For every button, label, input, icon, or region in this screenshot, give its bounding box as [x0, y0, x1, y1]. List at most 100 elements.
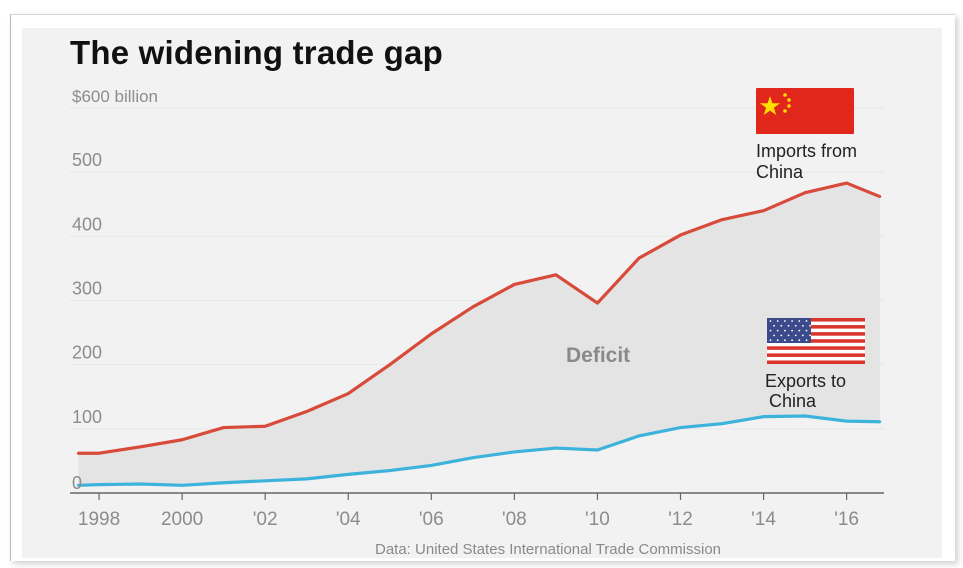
imports-data-point: [139, 445, 143, 449]
flag-stripe: [767, 346, 865, 350]
flag-star: [776, 329, 779, 332]
exports-data-point: [878, 420, 882, 424]
exports-data-point: [180, 483, 184, 487]
tick-labels: 0 100 200 300 400 500 $600 billion 1998 2000 '02 '…: [72, 87, 859, 530]
flag-star: [784, 339, 786, 342]
flag-star: [805, 339, 808, 342]
imports-data-point: [305, 410, 309, 413]
usa-flag-icon: [767, 318, 865, 364]
exports-data-point: [346, 472, 350, 476]
x-tick-label: 2000: [161, 509, 203, 530]
exports-data-point: [305, 477, 309, 481]
imports-data-point: [637, 256, 641, 260]
exports-data-point: [222, 481, 226, 485]
flag-star: [773, 334, 775, 337]
china-flag-icon: [756, 88, 854, 134]
flag-star: [780, 324, 783, 327]
flag-stripe: [767, 339, 865, 343]
x-tick-label: '02: [253, 509, 278, 530]
imports-data-point: [512, 283, 516, 286]
exports-data-point: [803, 414, 807, 418]
flag-stripe: [767, 353, 865, 357]
imports-data-point: [222, 426, 226, 429]
exports-data-point: [97, 483, 101, 487]
flag-stripe: [767, 318, 865, 322]
exports-data-point: [471, 456, 475, 460]
flag-star: [784, 329, 786, 332]
imports-data-point: [346, 392, 350, 395]
imports-data-point: [679, 233, 682, 237]
imports-data-point: [388, 363, 392, 367]
flag-star: [798, 329, 801, 332]
imports-data-point: [803, 191, 807, 195]
imports-data-point: [720, 218, 724, 222]
flag-star: [784, 320, 786, 322]
x-tick-label: 1998: [78, 509, 120, 530]
exports-data-point: [388, 469, 392, 472]
flag-star: [769, 339, 772, 342]
exports-data-point: [637, 434, 641, 438]
data-source-note: Data: United States International Trade …: [375, 541, 722, 558]
y-tick-label: 300: [72, 279, 102, 299]
exports-data-point: [554, 446, 558, 450]
exports-data-point: [762, 415, 765, 419]
chart-title: The widening trade gap: [70, 34, 443, 71]
series-lines: [76, 181, 882, 487]
x-tick-label: '16: [834, 509, 859, 530]
flag-star: [791, 329, 793, 332]
imports-label-line1: Imports from: [756, 141, 857, 161]
flag-star: [776, 320, 779, 322]
flag-star: [776, 339, 779, 342]
x-tick-label: '10: [585, 509, 610, 530]
x-tick-label: '04: [336, 509, 361, 530]
y-tick-label: $600 billion: [72, 87, 158, 106]
exports-data-point: [596, 448, 599, 452]
flag-star: [780, 334, 783, 337]
flag-star: [805, 329, 808, 332]
exports-data-point: [76, 483, 80, 487]
flag-star: [787, 324, 790, 327]
exports-data-point: [263, 479, 267, 483]
flag-star: [805, 320, 808, 322]
deficit-area: [78, 183, 880, 486]
flag-stripe: [767, 332, 865, 336]
exports-data-point: [720, 422, 724, 426]
y-tick-label: 100: [72, 407, 102, 427]
x-tick-label: '14: [751, 509, 776, 530]
flag-star: [769, 329, 772, 332]
x-tick-label: '06: [419, 509, 444, 530]
y-tick-label: 400: [72, 214, 102, 234]
y-tick-label: 500: [72, 150, 102, 170]
exports-label-line1: Exports to: [765, 371, 846, 391]
flag-star: [809, 324, 811, 327]
exports-data-point: [139, 482, 143, 486]
deficit-label: Deficit: [566, 344, 630, 367]
flag-star: [773, 324, 775, 327]
imports-data-point: [263, 424, 267, 428]
imports-data-point: [845, 181, 849, 185]
exports-data-point: [429, 464, 433, 467]
exports-label-line2: China: [769, 391, 817, 411]
imports-data-point: [180, 438, 184, 442]
flag-stripe: [767, 325, 865, 329]
imports-data-point: [596, 301, 599, 305]
imports-data-point: [554, 273, 558, 277]
imports-data-point: [429, 332, 433, 336]
imports-data-point: [762, 209, 765, 213]
imports-label-line2: China: [756, 162, 804, 182]
imports-label: Imports from China: [756, 141, 862, 182]
flag-star: [791, 339, 793, 342]
flag-star: [791, 320, 793, 322]
imports-data-point: [76, 451, 80, 455]
flag-star: [787, 334, 790, 337]
exports-data-point: [845, 419, 849, 423]
flag-star: [794, 334, 797, 337]
exports-data-point: [512, 450, 516, 454]
flag-star: [798, 339, 801, 342]
y-tick-label: 0: [72, 473, 82, 493]
y-tick-label: 200: [72, 343, 102, 363]
deficit-area-layer: [78, 183, 880, 486]
flag-stripe: [767, 360, 865, 364]
flag-star: [802, 334, 804, 337]
